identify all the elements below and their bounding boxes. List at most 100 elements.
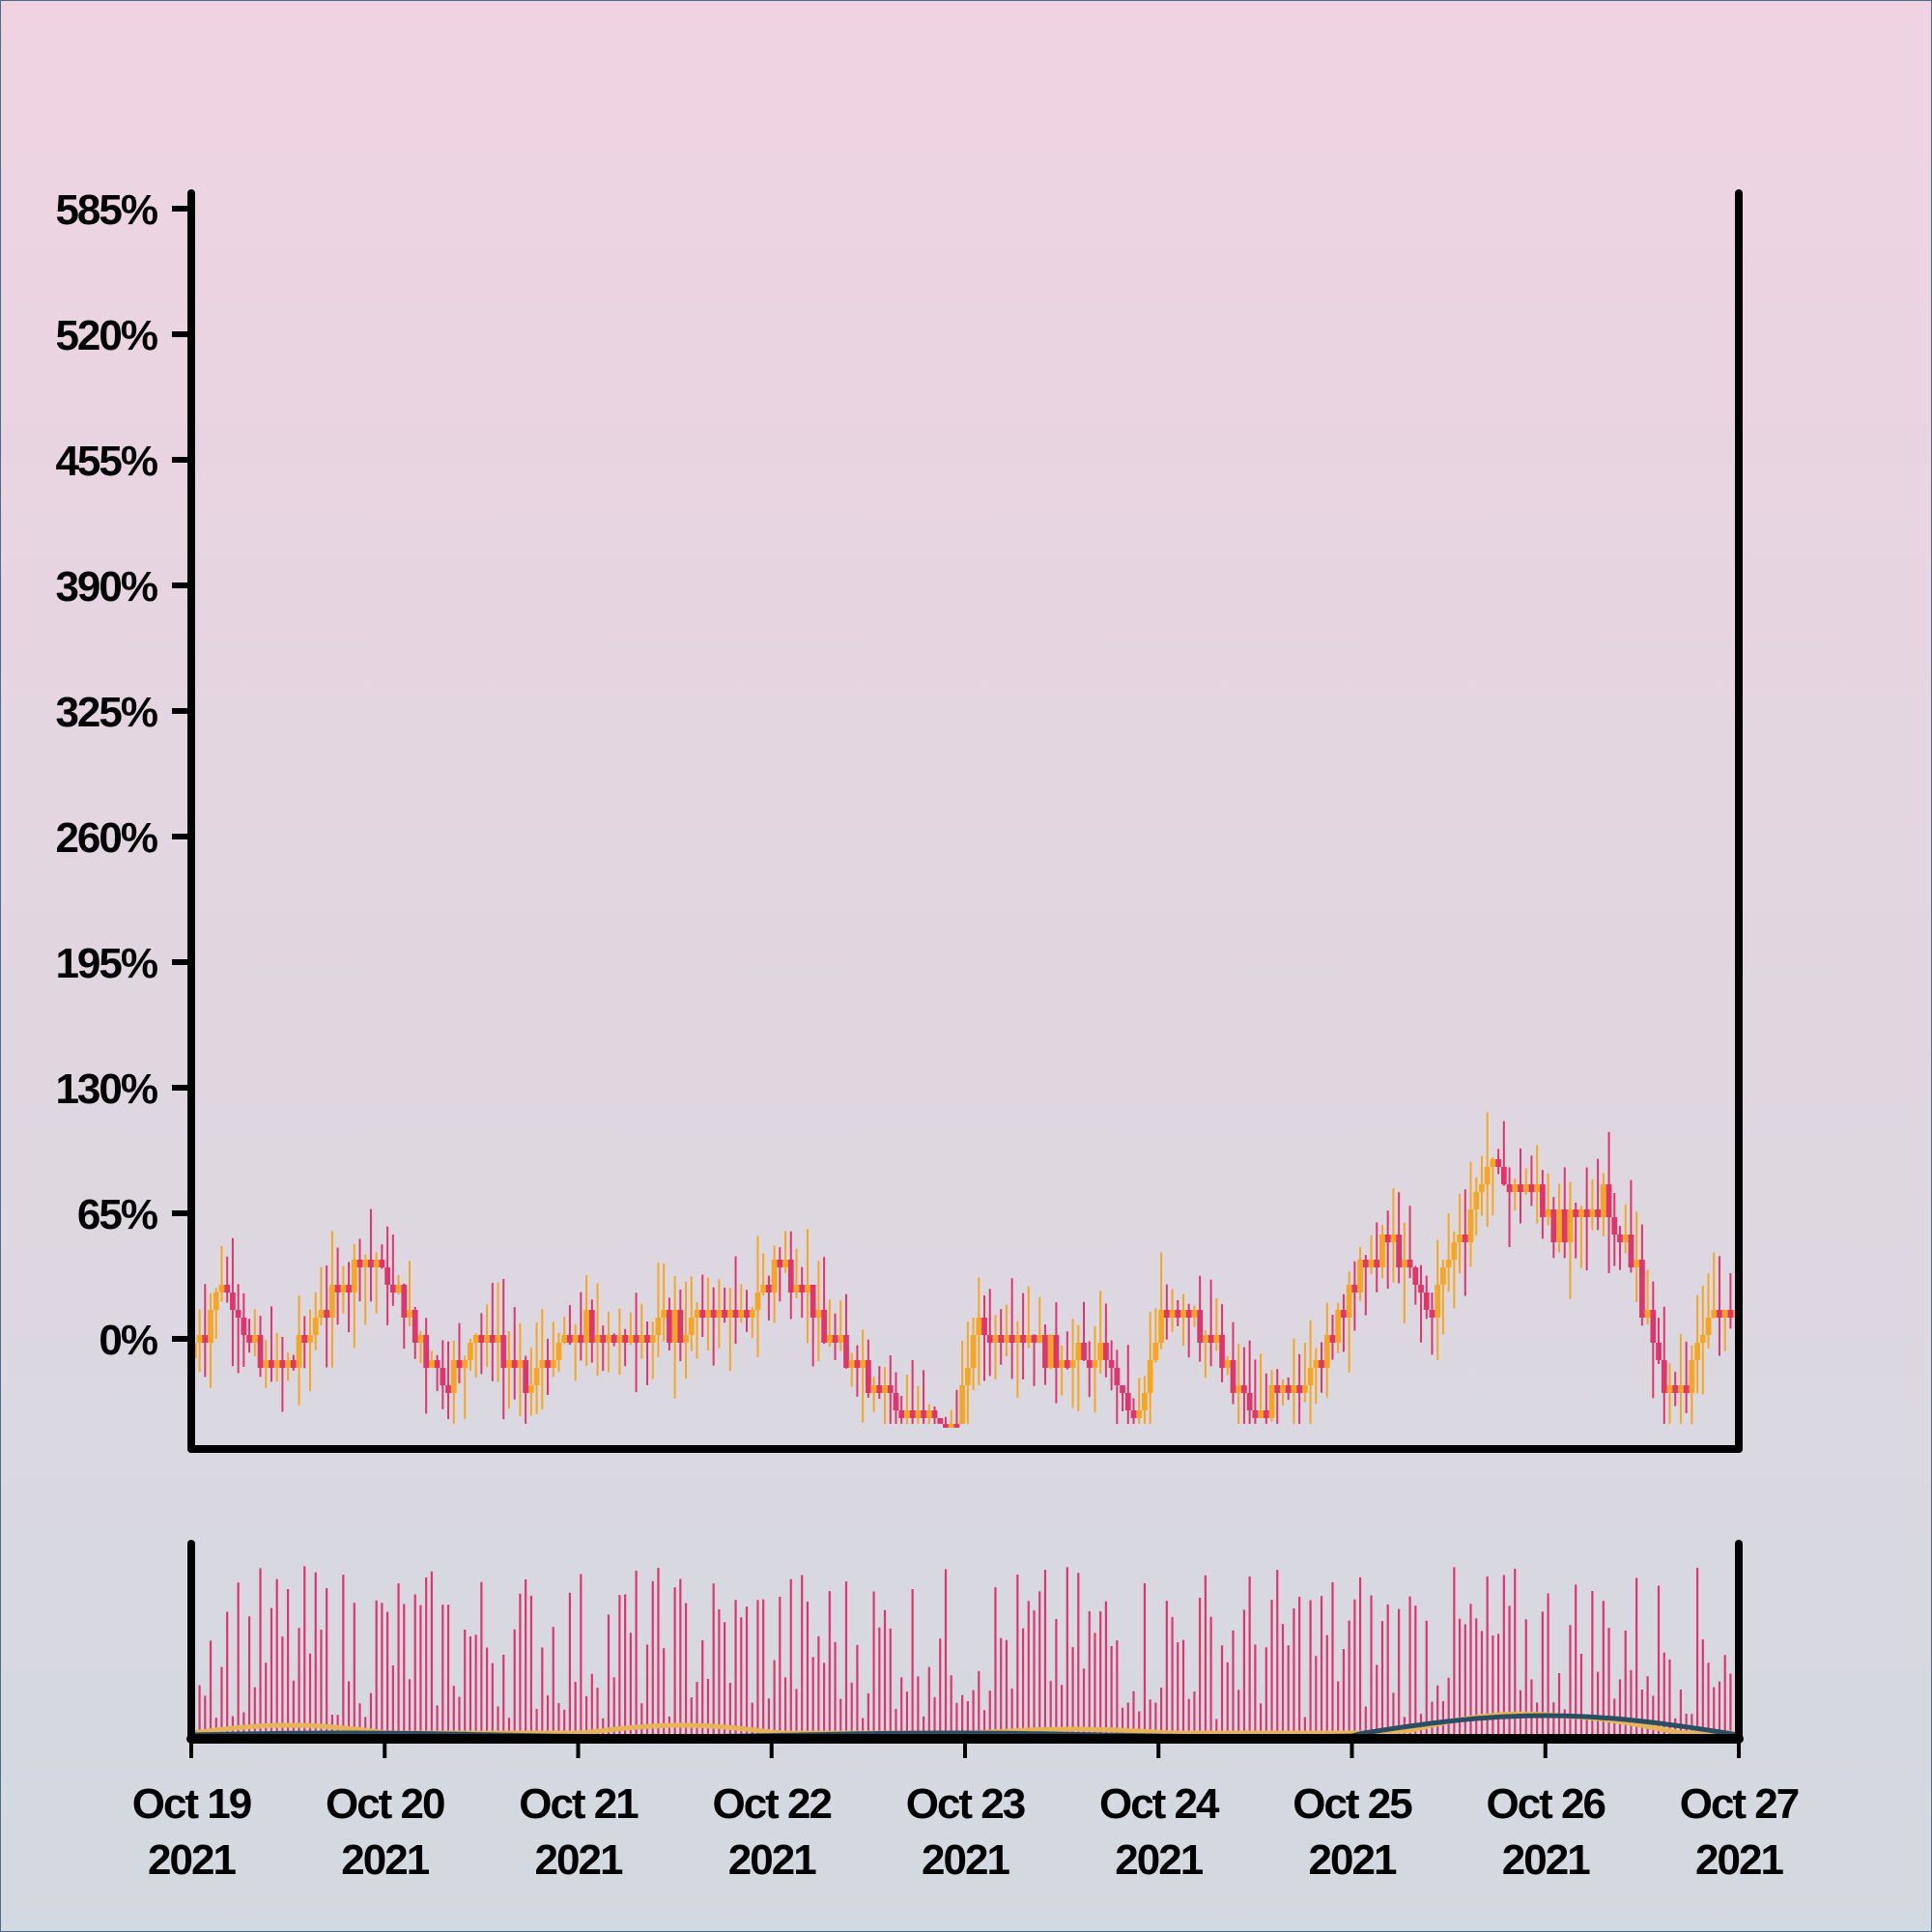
candle-body (230, 1293, 236, 1310)
candle-body (1147, 1360, 1153, 1393)
candle-body (732, 1310, 739, 1318)
candle-body (1009, 1335, 1015, 1343)
candle-body (346, 1285, 352, 1293)
candle-body (429, 1360, 435, 1368)
candle-body (550, 1360, 556, 1368)
candle-body (986, 1335, 993, 1343)
candle-body (1611, 1217, 1618, 1235)
candle-body (749, 1310, 755, 1318)
candle-body (1617, 1235, 1623, 1242)
candle-body (754, 1293, 761, 1310)
candle-body (202, 1335, 209, 1343)
candle-body (943, 1424, 949, 1428)
candle-body (1285, 1385, 1292, 1393)
candle-body (389, 1285, 396, 1293)
candle-body (777, 1260, 783, 1267)
candle-body (838, 1335, 844, 1343)
candle-body (561, 1335, 568, 1343)
candle-body (699, 1310, 706, 1318)
candle-body (925, 1410, 932, 1418)
candle-body (1595, 1209, 1601, 1217)
candle-body (882, 1385, 888, 1393)
candle-body (948, 1424, 954, 1428)
candle-body (1268, 1385, 1275, 1418)
candle-body (213, 1293, 219, 1310)
y-axis: 0% 65% 130% 195% 260% 325% 390% 455% 520% 585% (55, 186, 191, 1364)
candle-body (1396, 1235, 1402, 1267)
y-tick-label: 0% (99, 1317, 156, 1364)
candle-body (296, 1335, 302, 1368)
x-tick-year: 2021 (1309, 1836, 1397, 1884)
candle-body (1656, 1343, 1662, 1360)
candle-body (269, 1360, 274, 1368)
candle-body (318, 1310, 325, 1318)
candle-body (793, 1285, 800, 1293)
candle-body (716, 1310, 723, 1318)
candle-body (1163, 1310, 1170, 1318)
candle-body (246, 1335, 252, 1343)
candle-body (285, 1360, 291, 1368)
candle-body (500, 1335, 507, 1368)
candle-body (1622, 1235, 1629, 1242)
candle-body (1672, 1385, 1679, 1393)
candle-body (511, 1360, 518, 1368)
candle-body (1628, 1235, 1634, 1267)
candle-body (1440, 1267, 1446, 1285)
candle-body (241, 1318, 247, 1335)
candle-body (224, 1285, 231, 1293)
candle-body (208, 1310, 213, 1343)
candle-body (1550, 1209, 1557, 1242)
x-axis: Oct 19 2021 Oct 20 2021 Oct 21 2021 Oct 22 2021… (132, 1739, 1801, 1884)
candle-body (953, 1424, 960, 1428)
candle-body (1384, 1235, 1391, 1242)
candle-body (1473, 1192, 1480, 1209)
candle-body (1274, 1385, 1281, 1393)
candle-body (572, 1335, 579, 1343)
y-tick-label: 390% (55, 563, 156, 611)
candle-body (606, 1335, 611, 1343)
candle-body (1213, 1335, 1220, 1343)
candle-body (1506, 1184, 1513, 1192)
candle-body (959, 1385, 965, 1424)
candle-body (1605, 1184, 1612, 1217)
candle-body (567, 1335, 573, 1343)
candle-body (539, 1360, 546, 1368)
candle-body (1573, 1209, 1579, 1217)
candle-body (870, 1385, 877, 1393)
candle-body (1081, 1343, 1087, 1360)
x-tick-label: Oct 26 (1486, 1780, 1605, 1828)
candle-body (450, 1360, 457, 1393)
candle-body (688, 1318, 695, 1335)
candle-body (671, 1310, 678, 1343)
candle-body (1031, 1335, 1037, 1343)
candle-body (866, 1360, 871, 1393)
candle-body (1534, 1184, 1541, 1192)
candle-body (279, 1360, 286, 1368)
candle-body (1705, 1318, 1712, 1335)
candle-body (1711, 1310, 1718, 1318)
candle-body (887, 1385, 894, 1393)
candle-body (876, 1385, 883, 1393)
candle-body (1567, 1209, 1574, 1242)
candle-body (860, 1360, 867, 1368)
candle-body (726, 1310, 733, 1318)
x-tick-year: 2021 (1502, 1836, 1590, 1884)
candle-body (937, 1418, 944, 1424)
candle-body (594, 1335, 601, 1343)
x-tick-label: Oct 20 (326, 1780, 444, 1828)
candle-body (1699, 1335, 1706, 1343)
candle-body (1634, 1260, 1640, 1267)
x-tick-label: Oct 19 (132, 1780, 251, 1828)
candle-body (583, 1310, 589, 1343)
candles (191, 1112, 1739, 1428)
candle-body (1721, 1310, 1728, 1318)
candle-body (1335, 1310, 1342, 1343)
candle-body (1694, 1343, 1700, 1360)
candle-body (1263, 1410, 1269, 1418)
candle-body (1307, 1368, 1314, 1385)
y-tick-label: 585% (55, 186, 156, 234)
candle-body (445, 1385, 451, 1393)
candle-body (218, 1285, 225, 1293)
candle-body (1374, 1260, 1380, 1267)
candle-body (301, 1335, 308, 1343)
